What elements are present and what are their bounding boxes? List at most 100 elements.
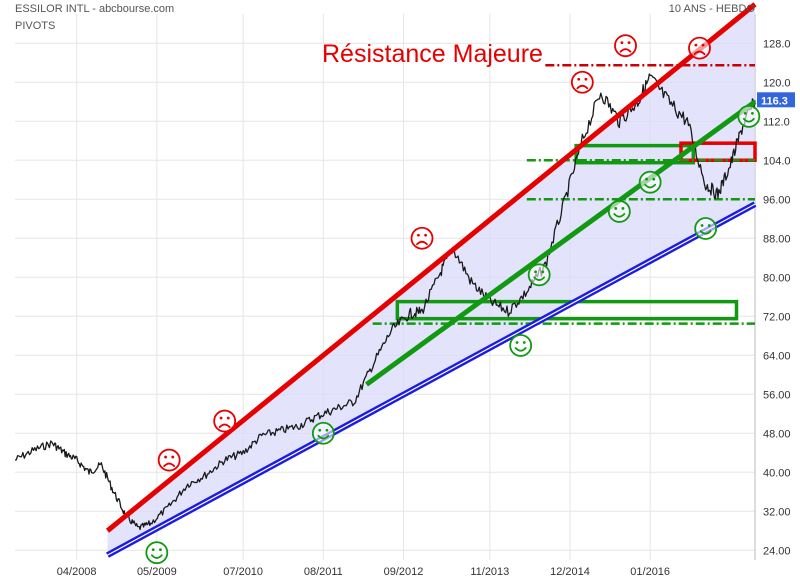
y-axis: 24.00 32.00 40.00 48.00 56.00 64.00 72.00 80.00… — [763, 38, 791, 557]
frown-face-icon-outline — [614, 34, 637, 58]
smile-face-icon-mouth — [644, 183, 657, 189]
frown-face-icon-outline — [688, 36, 711, 60]
x-tick-label: 04/2008 — [57, 566, 97, 578]
frown-face-icon-eye — [694, 43, 698, 47]
frown-face-icon-eye — [620, 41, 624, 45]
y-tick-label: 32.00 — [763, 506, 791, 518]
zone-rect — [395, 299, 739, 321]
smile-face-icon — [638, 170, 662, 194]
chart-period: 10 ANS - HEBDO — [668, 3, 755, 15]
smile-face-icon-mouth — [533, 276, 546, 281]
frown-face-icon — [410, 226, 434, 250]
smile-face-icon — [509, 334, 533, 357]
smile-face-icon — [145, 541, 169, 565]
frown-face-icon-outline — [570, 70, 594, 94]
x-tick-label: 01/2016 — [630, 566, 670, 578]
smile-face-icon-eye — [515, 341, 519, 344]
y-tick-label: 72.00 — [763, 311, 791, 323]
smile-face-icon-eye — [652, 177, 656, 181]
frown-face-icon-eye — [584, 77, 588, 81]
smile-face-icon-eye — [645, 177, 648, 181]
y-tick-label: 56.00 — [763, 389, 791, 401]
frown-face-icon-mouth — [693, 50, 706, 56]
last-price-bg — [757, 92, 795, 108]
frown-face-icon-eye — [627, 41, 631, 45]
chart-source: ESSILOR INTL - abcbourse.com — [15, 3, 175, 15]
annotation-resistance-majeure: Résistance Majeure — [322, 40, 543, 68]
zone-rect — [574, 143, 696, 165]
smile-face-icon — [527, 263, 551, 287]
frown-face-icon-outline — [213, 409, 237, 433]
frown-face-icon — [570, 70, 594, 94]
y-tick-label: 64.00 — [763, 350, 791, 362]
frown-face-icon-outline — [410, 226, 434, 250]
y-tick-label: 88.00 — [763, 233, 791, 245]
smile-face-icon-mouth — [613, 213, 626, 218]
red-resistance-trendline — [105, 2, 757, 533]
smile-face-icon-outline — [607, 200, 631, 223]
horizontal-levels — [372, 63, 755, 325]
y-tick-label: 40.00 — [763, 467, 791, 479]
smile-face-icon-eye — [621, 207, 625, 210]
frown-face-icon-eye — [577, 77, 581, 81]
x-tick-label: 09/2012 — [384, 566, 424, 578]
frown-face-icon-mouth — [218, 423, 231, 428]
frown-face-icon-eye — [424, 233, 427, 237]
frown-face-icon — [614, 34, 637, 58]
frown-face-icon — [688, 36, 711, 60]
frown-face-icon-mouth — [163, 462, 176, 467]
y-tick-label: 24.00 — [763, 545, 791, 557]
blue-trendline-inner — [107, 203, 756, 556]
frown-face-icon-outline — [157, 448, 181, 472]
frown-face-icon-eye — [701, 43, 705, 47]
smile-face-icon-eye — [534, 270, 537, 274]
smile-face-icon-outline — [145, 541, 169, 565]
frown-face-icon-mouth — [619, 48, 632, 53]
frown-face-icon-mouth — [416, 240, 428, 246]
green-support-trendline — [365, 99, 757, 387]
smile-face-icon — [311, 421, 335, 445]
y-tick-label: 112.0 — [763, 116, 790, 128]
smile-face-icon-outline — [509, 334, 533, 357]
smile-face-icon-eye — [325, 428, 329, 432]
smile-face-icon-mouth — [742, 117, 755, 123]
y-tick-label: 104.0 — [763, 155, 791, 167]
y-tick-label: 48.00 — [763, 428, 791, 440]
smile-face-icon-eye — [743, 111, 747, 115]
y-tick-label: 96.00 — [763, 194, 791, 206]
smile-face-icon-eye — [541, 270, 545, 274]
smile-face-icon-mouth — [317, 434, 330, 440]
frown-face-icon-eye — [226, 416, 230, 420]
frown-face-icon — [213, 409, 237, 433]
channel-area — [107, 4, 755, 556]
smile-face-icon-outline — [694, 217, 718, 240]
channel-fill — [107, 4, 755, 556]
smile-face-icon-mouth — [514, 347, 527, 352]
smile-face-icon — [607, 200, 631, 223]
frown-face-icon-eye — [164, 455, 167, 459]
smile-face-icon — [694, 217, 718, 240]
last-price-label: 116.3 — [761, 95, 788, 107]
frown-face-icon-eye — [417, 233, 420, 237]
x-axis: 04/2008 05/2009 07/2010 08/2011 09/2012 11/20… — [57, 566, 670, 578]
y-tick-label: 80.00 — [763, 272, 791, 284]
x-tick-label: 05/2009 — [137, 566, 177, 578]
smile-face-icon-eye — [159, 548, 162, 552]
smile-face-icon-outline — [527, 263, 551, 287]
smile-face-icon-outline — [737, 104, 761, 128]
frown-face-icon-eye — [219, 416, 223, 420]
smile-face-icon-eye — [318, 428, 322, 432]
trend-lines — [105, 2, 757, 558]
smile-face-icon-eye — [614, 207, 618, 210]
frown-face-icon — [157, 448, 181, 472]
smile-face-icon-outline — [311, 421, 335, 445]
x-tick-label: 12/2014 — [550, 566, 590, 578]
x-tick-label: 11/2013 — [470, 566, 509, 578]
y-tick-label: 128.0 — [763, 38, 791, 50]
frown-face-icon-mouth — [576, 84, 589, 90]
x-tick-label: 07/2010 — [223, 566, 263, 578]
smile-face-icon-eye — [151, 548, 155, 552]
annotation-faces — [145, 34, 761, 565]
smile-face-icon-eye — [751, 111, 754, 115]
x-tick-label: 08/2011 — [304, 566, 343, 578]
